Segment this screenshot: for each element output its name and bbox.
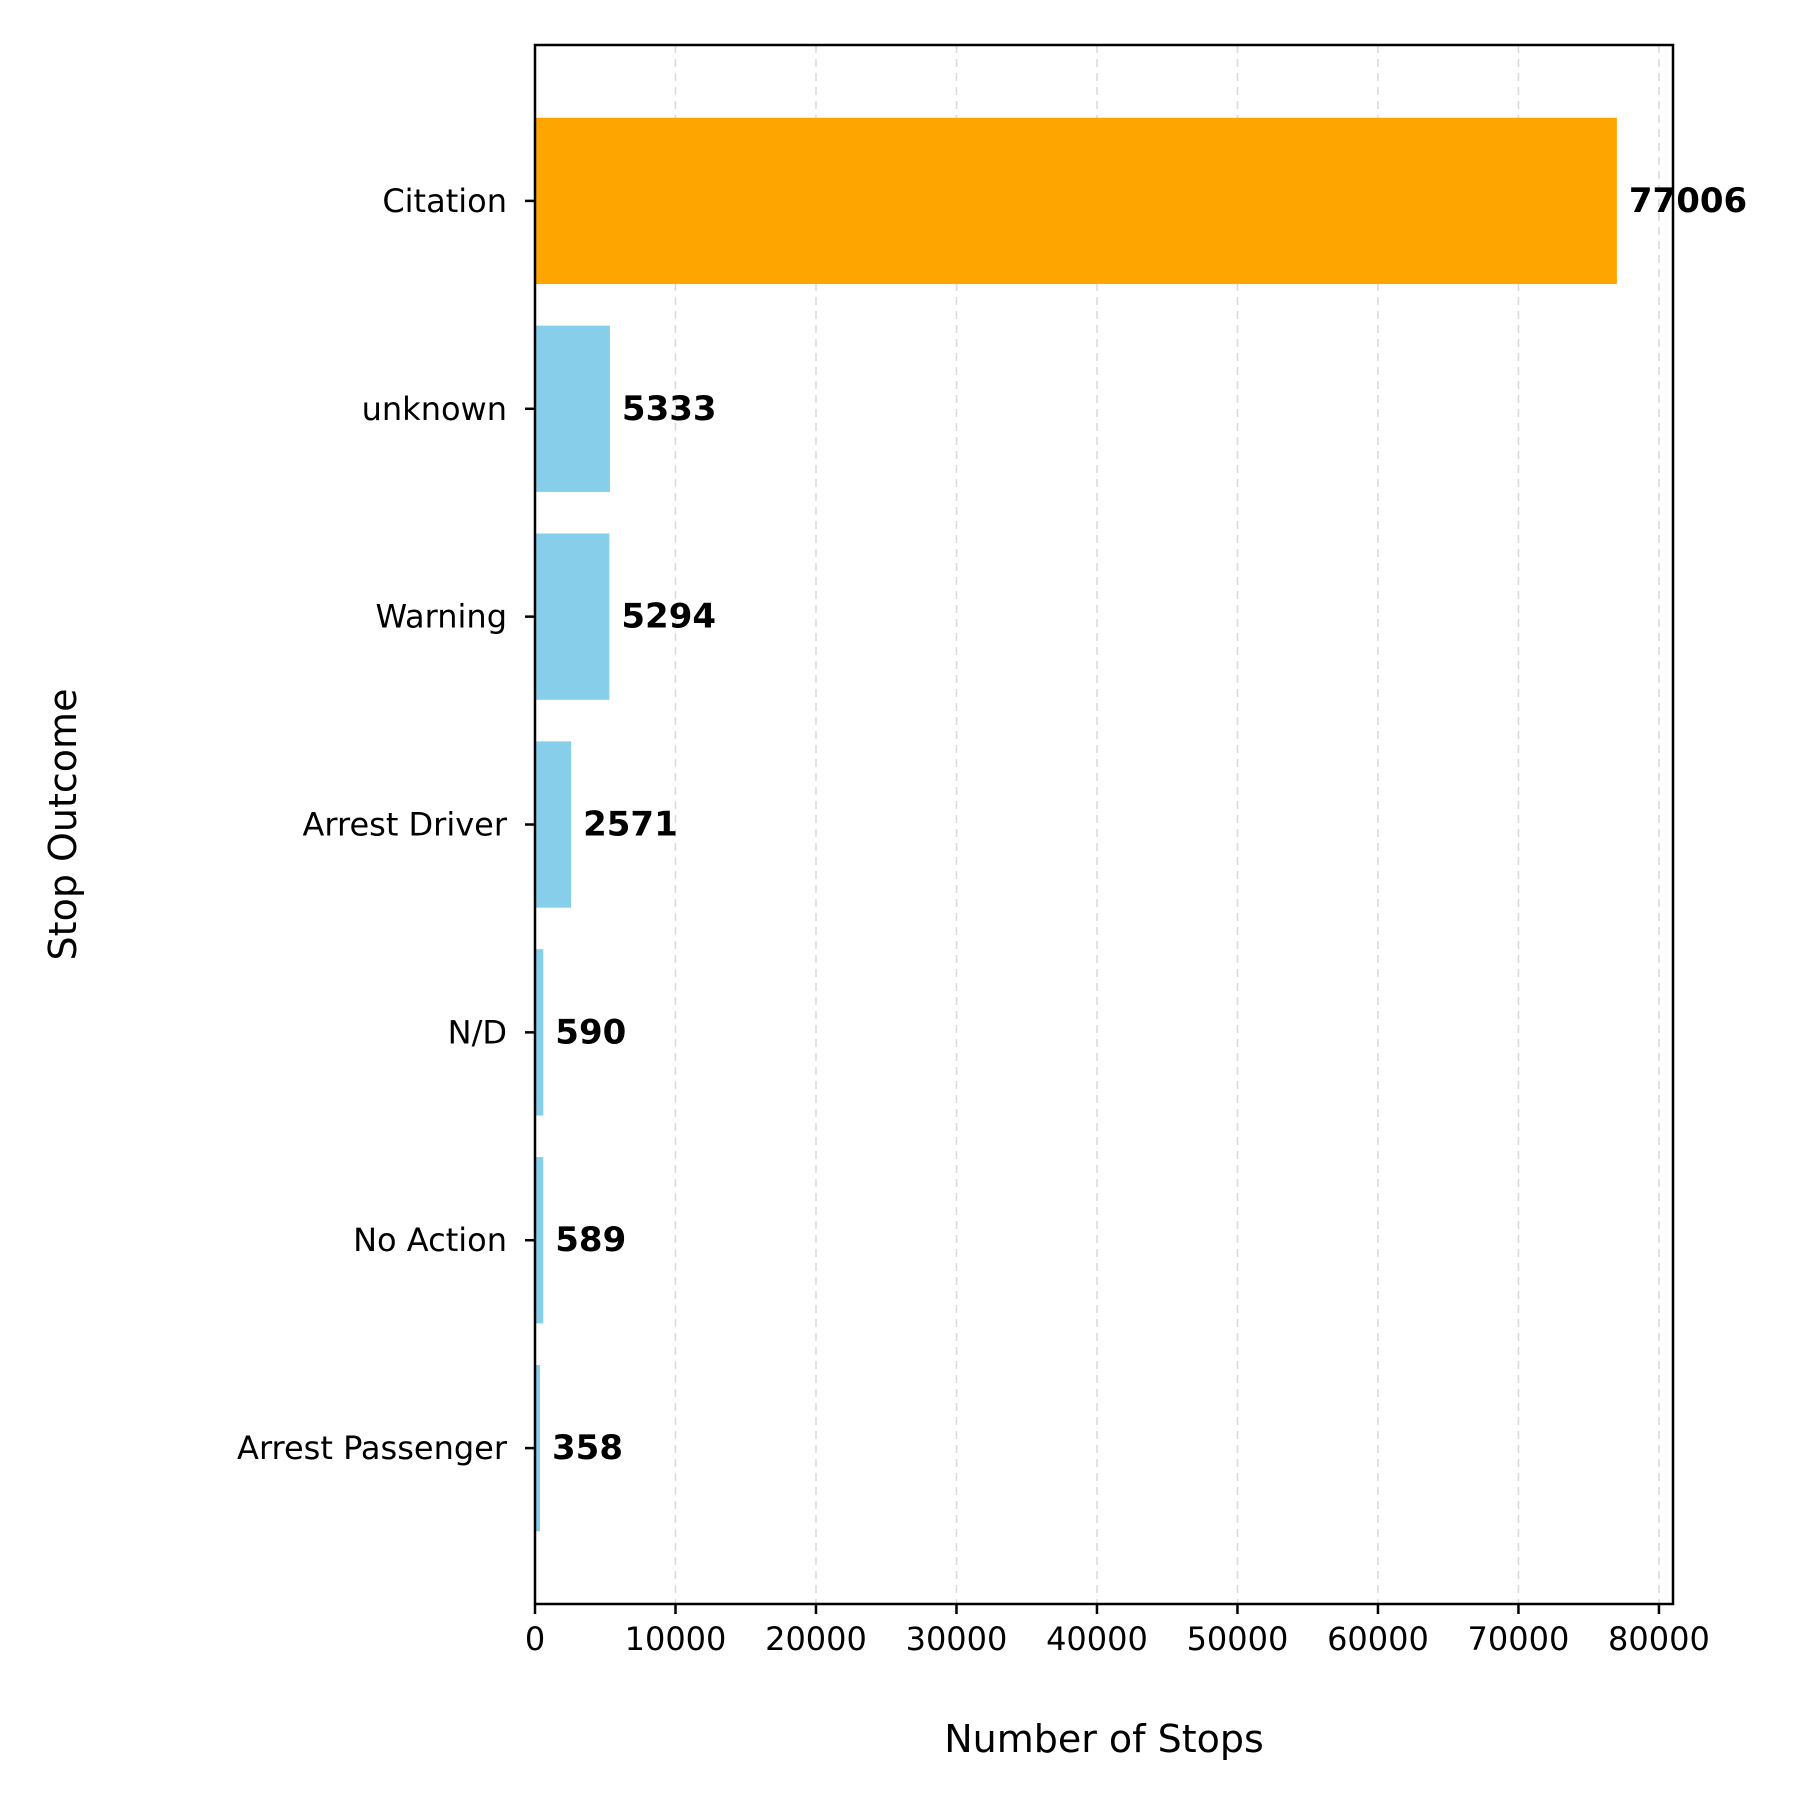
y-tick-label: Warning — [375, 598, 507, 636]
bar — [535, 741, 572, 908]
data-labels: 77006 5333 5294 2571 590 589 358 — [552, 181, 1747, 1468]
bar-data-label: 5294 — [621, 597, 716, 637]
y-axis: Citation unknown Warning Arrest Driver N/D No… — [237, 182, 535, 1467]
x-tick-label: 70000 — [1468, 1620, 1570, 1658]
y-tick-label: No Action — [353, 1221, 507, 1259]
bar — [535, 1157, 544, 1324]
x-tick-label: 80000 — [1608, 1620, 1710, 1658]
x-tick-label: 0 — [525, 1620, 545, 1658]
bar-data-label: 589 — [555, 1220, 626, 1260]
x-tick-label: 10000 — [625, 1620, 727, 1658]
bars — [535, 117, 1617, 1532]
y-tick-label: Arrest Passenger — [237, 1429, 508, 1467]
y-tick-label: Arrest Driver — [303, 806, 508, 844]
bar-data-label: 5333 — [622, 389, 717, 429]
x-axis-label: Number of Stops — [944, 1717, 1264, 1761]
bar — [535, 1364, 541, 1532]
x-tick-label: 40000 — [1046, 1620, 1148, 1658]
bar — [535, 533, 610, 700]
x-axis: 0 10000 20000 30000 40000 50000 60000 70000 8000… — [525, 1604, 1710, 1658]
bar-data-label: 358 — [552, 1428, 623, 1468]
y-tick-label: unknown — [362, 390, 507, 428]
bar-data-label: 77006 — [1629, 181, 1747, 221]
bar — [535, 117, 1617, 285]
y-tick-label: N/D — [448, 1013, 507, 1051]
x-tick-label: 50000 — [1187, 1620, 1289, 1658]
bar — [535, 949, 544, 1116]
x-tick-label: 60000 — [1327, 1620, 1429, 1658]
bar-data-label: 2571 — [583, 805, 678, 845]
bar-data-label: 590 — [555, 1012, 626, 1052]
y-tick-label: Citation — [382, 182, 507, 220]
x-tick-label: 30000 — [906, 1620, 1008, 1658]
y-axis-label: Stop Outcome — [41, 689, 85, 961]
bar — [535, 325, 610, 492]
x-tick-label: 20000 — [765, 1620, 867, 1658]
